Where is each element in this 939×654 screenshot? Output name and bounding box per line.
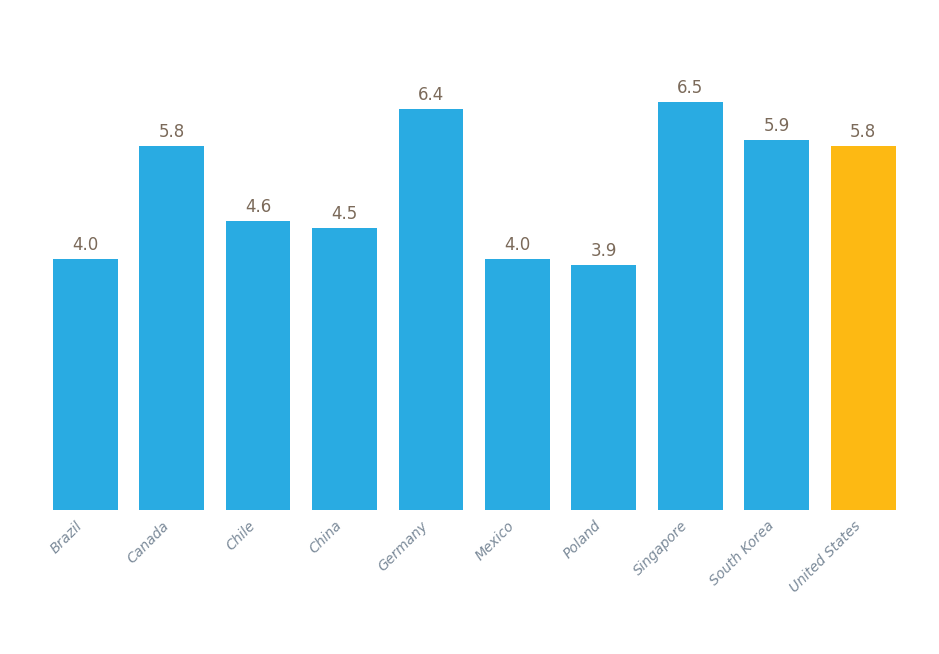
Bar [53, 259, 117, 510]
Text: 5.8: 5.8 [850, 123, 876, 141]
Bar [658, 102, 723, 510]
Text: 6.5: 6.5 [677, 79, 703, 97]
Bar [745, 140, 809, 510]
Text: 5.8: 5.8 [159, 123, 185, 141]
Text: 4.6: 4.6 [245, 198, 271, 216]
Bar [572, 266, 637, 510]
Bar [225, 222, 290, 510]
Text: 3.9: 3.9 [591, 243, 617, 260]
Text: 4.0: 4.0 [504, 236, 531, 254]
Text: 6.4: 6.4 [418, 86, 444, 103]
Text: 4.5: 4.5 [331, 205, 358, 223]
Bar [139, 146, 204, 510]
Bar [312, 228, 377, 510]
Text: 4.0: 4.0 [72, 236, 99, 254]
Bar [398, 109, 463, 510]
Bar [831, 146, 896, 510]
Bar [485, 259, 550, 510]
Text: 5.9: 5.9 [763, 117, 790, 135]
